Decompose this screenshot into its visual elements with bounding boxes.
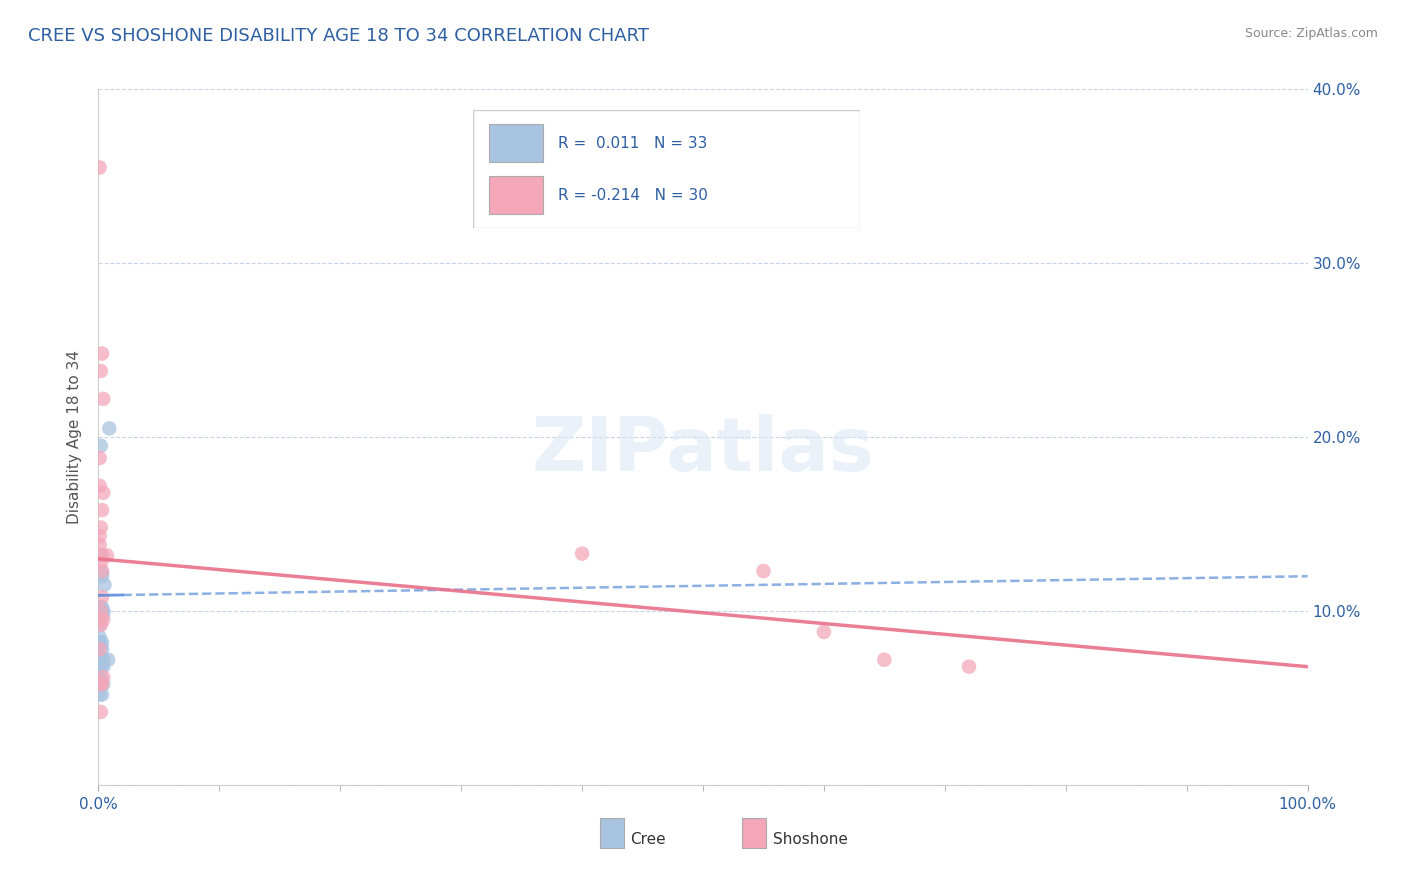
Point xyxy=(90,549,112,563)
Point xyxy=(91,564,114,578)
Point xyxy=(89,642,111,657)
Point xyxy=(90,604,112,618)
Point xyxy=(91,503,114,517)
Point xyxy=(91,485,114,500)
Text: CREE VS SHOSHONE DISABILITY AGE 18 TO 34 CORRELATION CHART: CREE VS SHOSHONE DISABILITY AGE 18 TO 34… xyxy=(28,27,650,45)
Point xyxy=(91,642,114,657)
Point xyxy=(89,613,111,627)
Point xyxy=(91,635,114,649)
Point xyxy=(89,479,111,493)
Point xyxy=(90,364,112,378)
Point xyxy=(91,653,114,667)
Point xyxy=(89,529,111,543)
Point xyxy=(90,555,112,569)
Point xyxy=(90,670,112,684)
Point xyxy=(91,613,114,627)
Point xyxy=(90,520,112,534)
Point xyxy=(90,618,112,632)
Point xyxy=(91,346,114,360)
Point xyxy=(93,578,115,592)
Point xyxy=(89,618,111,632)
Point xyxy=(91,392,114,406)
Point xyxy=(98,421,121,435)
Point xyxy=(873,653,896,667)
Text: Cree: Cree xyxy=(630,832,666,847)
Point xyxy=(91,688,114,702)
Point xyxy=(813,624,835,639)
Point xyxy=(89,653,111,667)
Point xyxy=(89,630,111,644)
Point xyxy=(96,549,118,563)
Point xyxy=(91,569,114,583)
Point xyxy=(91,600,114,615)
Point xyxy=(90,653,112,667)
Point xyxy=(91,677,114,691)
Point xyxy=(97,653,120,667)
Point xyxy=(90,439,112,453)
Point xyxy=(91,549,114,563)
Point xyxy=(90,600,112,615)
Point xyxy=(89,677,111,691)
Point xyxy=(90,659,112,673)
Point xyxy=(89,677,111,691)
Point xyxy=(752,564,775,578)
Text: Source: ZipAtlas.com: Source: ZipAtlas.com xyxy=(1244,27,1378,40)
Point xyxy=(91,566,114,580)
Point xyxy=(89,688,111,702)
Point xyxy=(91,604,114,618)
Point xyxy=(89,161,111,175)
Point xyxy=(91,659,114,673)
Point xyxy=(89,635,111,649)
Point xyxy=(89,538,111,552)
Bar xyxy=(600,818,624,847)
Point xyxy=(571,547,593,561)
Point xyxy=(90,659,112,673)
Point xyxy=(89,450,111,465)
Point xyxy=(89,642,111,657)
Text: ZIPatlas: ZIPatlas xyxy=(531,415,875,488)
Point xyxy=(90,705,112,719)
Point xyxy=(89,670,111,684)
Bar xyxy=(742,818,766,847)
Point xyxy=(91,670,114,684)
Point xyxy=(89,611,111,625)
Point xyxy=(91,607,114,622)
Point xyxy=(957,659,980,673)
Point xyxy=(90,604,112,618)
Point xyxy=(89,635,111,649)
Text: Shoshone: Shoshone xyxy=(773,832,848,847)
Point xyxy=(90,600,112,615)
Point xyxy=(91,590,114,604)
Point xyxy=(91,677,114,691)
Y-axis label: Disability Age 18 to 34: Disability Age 18 to 34 xyxy=(67,350,83,524)
